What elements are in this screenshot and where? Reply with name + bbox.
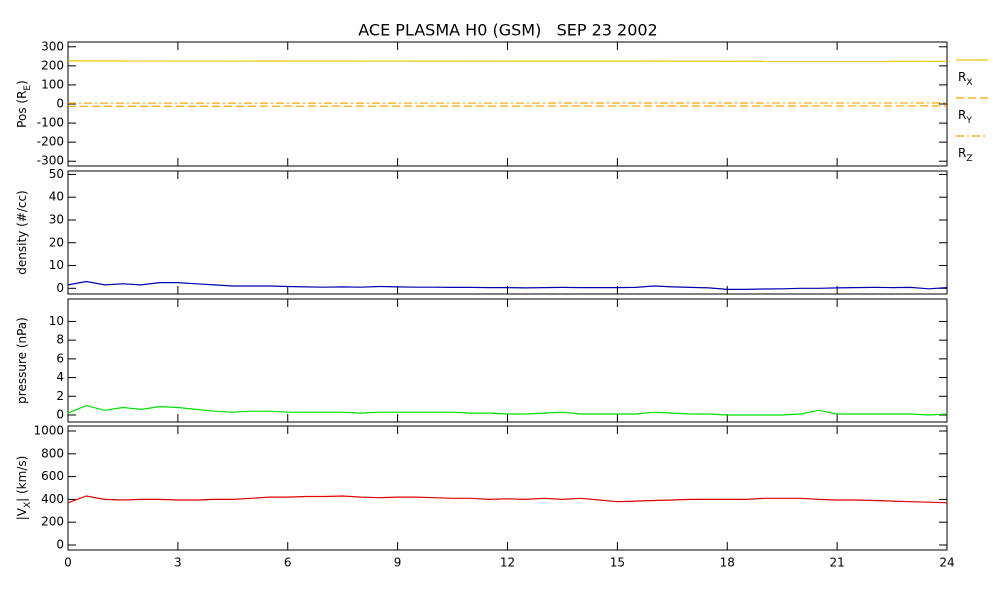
legend-text: R [958, 108, 966, 122]
legend-label: RY [958, 108, 972, 126]
y-tick-label: 800 [41, 446, 64, 460]
x-tick-label: 3 [174, 556, 182, 570]
label-text: Pos (R [15, 91, 29, 128]
y-tick-label: 6 [56, 351, 64, 365]
y-tick-label: -100 [37, 116, 64, 130]
label-subscript: X [23, 502, 33, 508]
y-tick-label: 0 [56, 97, 64, 111]
y-tick-label: 1000 [33, 424, 64, 438]
legend-label: RZ [958, 146, 973, 164]
y-tick-label: 10 [49, 258, 64, 272]
x-tick-label: 12 [500, 556, 515, 570]
y-tick-label: 0 [56, 537, 64, 551]
legend-text: R [958, 146, 966, 160]
y-tick-label: 400 [41, 492, 64, 506]
y-tick-label: 200 [41, 515, 64, 529]
legend-label: RX [958, 70, 973, 88]
y-tick-label: 0 [56, 281, 64, 295]
label-text: | (km/s) [15, 456, 29, 502]
x-tick-label: 24 [939, 556, 954, 570]
data-line [67, 495, 948, 504]
label-text: |V [15, 507, 29, 520]
legend-text: R [958, 70, 966, 84]
y-tick-label: 600 [41, 469, 64, 483]
y-tick-label: 200 [41, 58, 64, 72]
y-tick-label: 50 [49, 167, 64, 181]
y-tick-label: 8 [56, 333, 64, 347]
y-tick-label: 30 [49, 212, 64, 226]
chart-title: ACE PLASMA H0 (GSM) SEP 23 2002 [358, 21, 657, 40]
y-tick-label: -300 [37, 154, 64, 168]
legend-subscript: X [966, 78, 972, 88]
data-line [67, 280, 948, 290]
y-axis-label: density (#/cc) [15, 190, 29, 274]
y-tick-label: 100 [41, 77, 64, 91]
x-tick-label: 18 [720, 556, 735, 570]
x-tick-label: 0 [64, 556, 72, 570]
x-tick-label: 6 [284, 556, 292, 570]
x-tick-label: 15 [610, 556, 625, 570]
legend-subscript: Y [965, 116, 972, 126]
y-tick-label: -200 [37, 135, 64, 149]
y-tick-label: 300 [41, 39, 64, 53]
label-subscript: E [23, 85, 33, 91]
y-tick-label: 2 [56, 389, 64, 403]
label-text: ) [15, 80, 29, 85]
data-line [67, 404, 948, 416]
x-tick-label: 21 [829, 556, 844, 570]
label-text: density (#/cc) [15, 190, 29, 274]
label-text: pressure (nPa) [15, 317, 29, 404]
y-axis-label: Pos (RE) [15, 80, 33, 128]
y-tick-label: 20 [49, 235, 64, 249]
y-tick-label: 4 [56, 370, 64, 384]
y-tick-label: 10 [49, 314, 64, 328]
y-axis-label: |VX| (km/s) [15, 456, 33, 521]
y-tick-label: 0 [56, 407, 64, 421]
x-tick-label: 9 [394, 556, 402, 570]
y-axis-label: pressure (nPa) [15, 317, 29, 404]
y-tick-label: 40 [49, 190, 64, 204]
legend-subscript: Z [966, 154, 972, 164]
